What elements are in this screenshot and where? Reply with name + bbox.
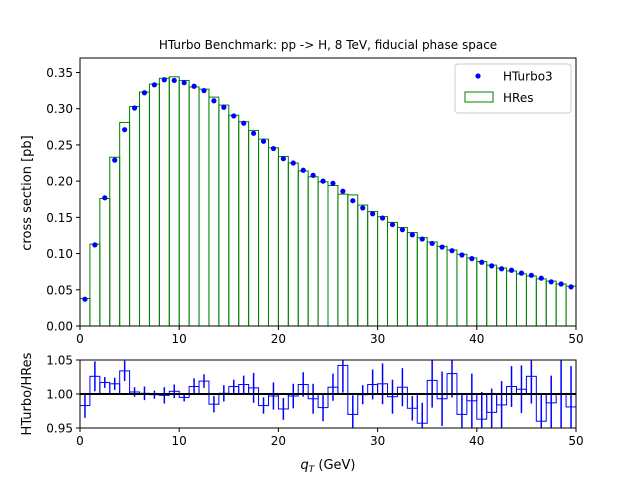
y-tick-label: 0.30 [46, 102, 73, 116]
ratio-x-tick-label: 50 [568, 434, 583, 448]
hturbo3-point [260, 138, 267, 144]
hturbo3-point [360, 205, 366, 211]
ratio-y-tick-label: 0.95 [46, 422, 73, 436]
y-axis-label: cross section [pb] [20, 135, 35, 250]
legend-label-hturbo3: HTurbo3 [503, 70, 553, 84]
y-tick-label: 0.05 [46, 283, 73, 297]
ratio-panel: HTurbo/HRes 0 10 20 30 40 50 0.95 1.00 1.05 qT … [20, 352, 584, 475]
hturbo3-point [499, 266, 505, 272]
hturbo3-point [112, 157, 118, 163]
hturbo3-point [141, 90, 148, 96]
hturbo3-point [419, 236, 425, 242]
hturbo3-point [568, 284, 574, 290]
cross-section-panel: HTurbo Benchmark: pp -> H, 8 TeV, fiduci… [20, 38, 584, 346]
legend: HTurbo3 HRes [454, 63, 572, 114]
hturbo3-point [280, 156, 286, 162]
y-tick-label: 0.15 [46, 211, 73, 225]
ratio-x-tick-label: 40 [469, 434, 484, 448]
hturbo3-point [191, 83, 197, 89]
x-tick-label: 0 [76, 332, 84, 346]
x-tick-label: 50 [568, 332, 583, 346]
hturbo3-point [340, 188, 346, 194]
hturbo3-point [102, 195, 108, 201]
hturbo3-point [211, 98, 217, 104]
hturbo3-point [92, 242, 98, 248]
top-axes-frame [79, 57, 577, 327]
hturbo3-point [122, 127, 128, 133]
hturbo3-point [370, 211, 376, 217]
hturbo3-point [320, 178, 326, 184]
hturbo3-point [528, 272, 534, 278]
y-tick-label: 0.20 [46, 175, 73, 189]
hturbo3-point [290, 160, 296, 166]
hturbo3-point [310, 172, 316, 178]
hturbo3-point [241, 120, 247, 126]
ratio-x-tick-label: 10 [172, 434, 187, 448]
hturbo3-point [231, 113, 237, 119]
hturbo3-point [538, 275, 544, 281]
hturbo3-point [201, 87, 207, 94]
hturbo3-point [518, 270, 525, 276]
hturbo3-point [151, 82, 157, 88]
x-tick-label: 40 [469, 332, 484, 346]
top-plot-area [79, 76, 577, 327]
hturbo3-point [508, 267, 515, 273]
ratio-clipped-group [80, 360, 576, 428]
hturbo3-point [469, 256, 475, 262]
hturbo3-point [161, 77, 167, 83]
x-tick-label: 10 [172, 332, 187, 346]
ratio-y-tick-label: 1.05 [46, 354, 73, 368]
ratio-plot-area [80, 360, 576, 428]
legend-box [454, 63, 572, 114]
hturbo3-point [548, 279, 554, 285]
chart-title: HTurbo Benchmark: pp -> H, 8 TeV, fiduci… [159, 38, 497, 52]
hturbo3-point [379, 215, 386, 221]
hturbo3-point [330, 180, 336, 186]
hturbo3-point [300, 167, 306, 173]
hturbo3-point [131, 105, 138, 111]
ratio-y-axis-label: HTurbo/HRes [20, 352, 35, 435]
hturbo3-point [479, 259, 485, 265]
hturbo3-point [171, 77, 177, 84]
ratio-y-tick-label: 1.00 [46, 388, 73, 402]
hturbo3-point [389, 221, 396, 228]
hturbo3-point [439, 244, 445, 250]
legend-marker-hres [464, 91, 494, 103]
hturbo3-point [251, 130, 257, 136]
hturbo3-point [270, 145, 277, 152]
top-x-axis-ticks: 0 10 20 30 40 50 [76, 326, 584, 346]
hturbo3-point [489, 263, 495, 269]
hturbo3-point [181, 80, 187, 86]
hturbo3-point [399, 227, 405, 233]
ratio-x-tick-label: 20 [271, 434, 286, 448]
ratio-x-tick-label: 30 [370, 434, 385, 448]
x-tick-label: 20 [271, 332, 286, 346]
hturbo3-point [409, 232, 415, 238]
legend-marker-hturbo3 [475, 73, 481, 79]
ratio-x-axis-ticks: 0 10 20 30 40 50 [76, 428, 584, 448]
hturbo3-point [429, 240, 435, 247]
ratio-y-axis-ticks: 0.95 1.00 1.05 [46, 354, 80, 436]
ratio-x-tick-label: 0 [76, 434, 84, 448]
hturbo3-point [459, 252, 465, 258]
y-tick-label: 0.35 [46, 66, 73, 80]
hturbo3-point [449, 248, 455, 254]
x-tick-label: 30 [370, 332, 385, 346]
ratio-axes-frame [79, 359, 577, 429]
legend-label-hres: HRes [503, 91, 533, 105]
top-y-axis-ticks: 0.00 0.05 0.10 0.15 0.20 0.25 0.30 0.35 [46, 66, 80, 334]
hturbo3-point [558, 281, 564, 287]
hturbo3-point [82, 296, 88, 302]
y-tick-label: 0.25 [46, 138, 73, 152]
y-tick-label: 0.00 [46, 320, 73, 334]
hturbo3-point [221, 104, 227, 110]
hturbo3-point [350, 198, 356, 204]
x-axis-label: qT (GeV) [300, 458, 355, 475]
y-tick-label: 0.10 [46, 247, 73, 261]
